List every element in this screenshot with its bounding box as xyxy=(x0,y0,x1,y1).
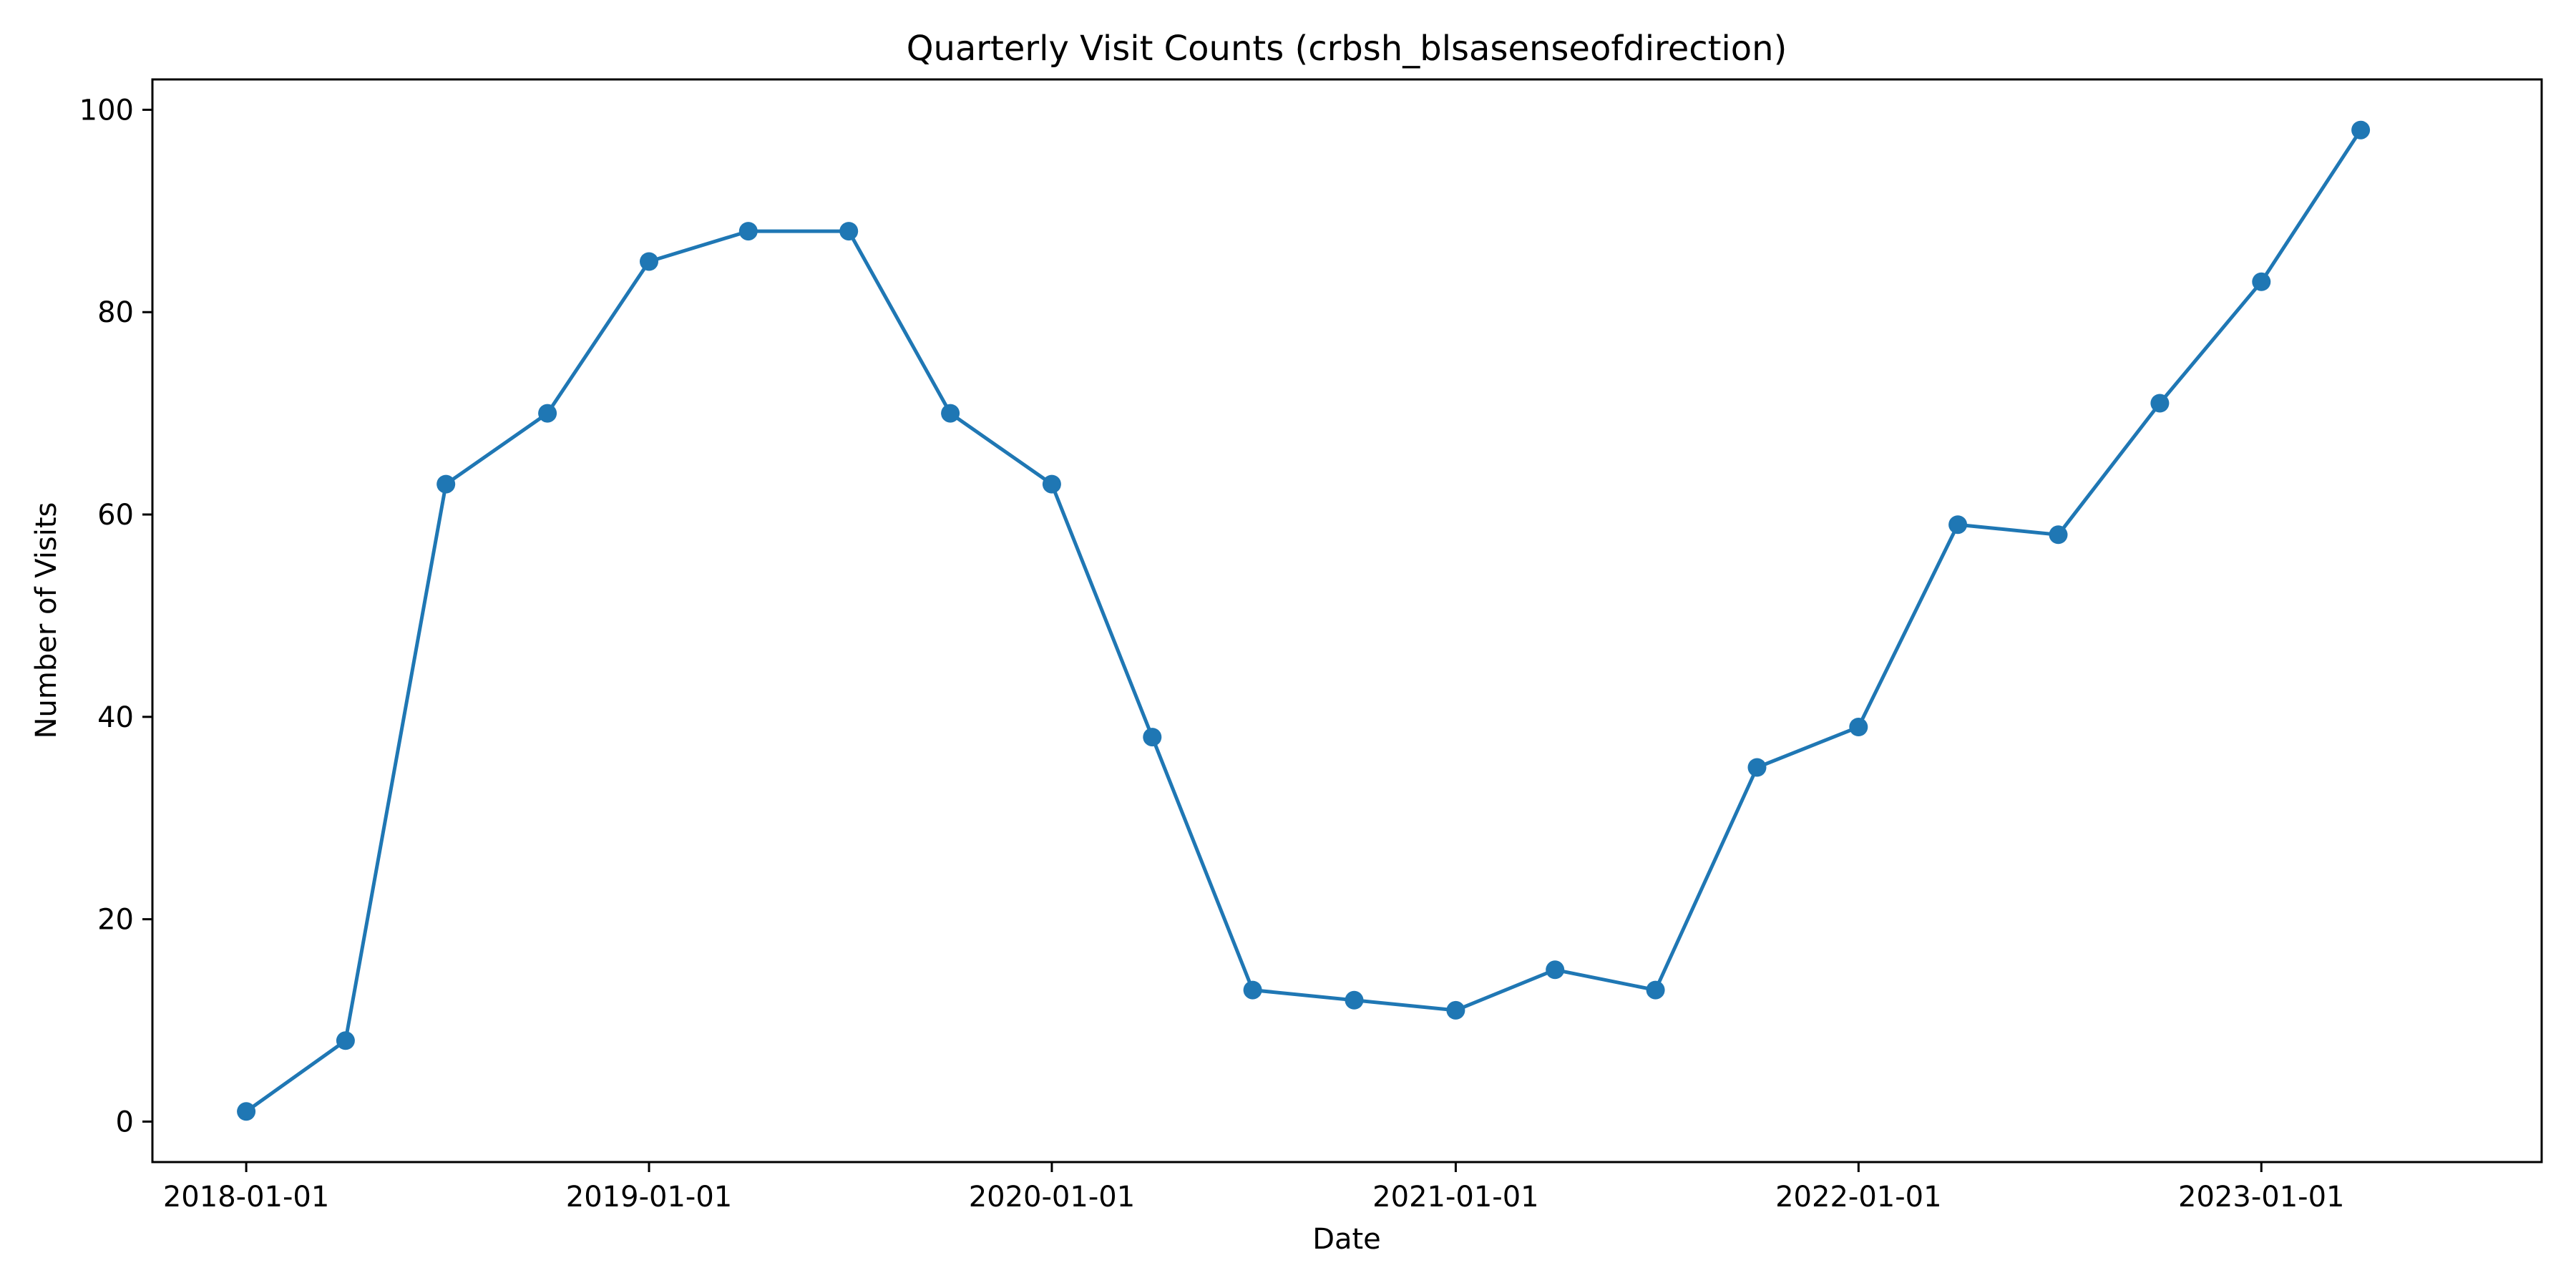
y-axis-label: Number of Visits xyxy=(30,502,63,739)
data-point xyxy=(2351,120,2371,140)
data-point xyxy=(2252,272,2271,291)
data-point xyxy=(1345,990,1364,1010)
x-tick-label: 2018-01-01 xyxy=(163,1181,329,1214)
data-point xyxy=(1646,980,1665,1000)
x-tick-label: 2022-01-01 xyxy=(1775,1181,1941,1214)
data-point xyxy=(2150,394,2170,413)
y-tick-label: 20 xyxy=(97,904,134,937)
x-axis: 2018-01-01 2019-01-01 2020-01-01 2021-01-01… xyxy=(163,1162,2344,1214)
data-point xyxy=(1546,960,1565,980)
chart-title: Quarterly Visit Counts (crbsh_blsasenseo… xyxy=(907,29,1787,69)
data-point xyxy=(237,1102,256,1121)
data-point xyxy=(1948,515,1968,535)
series-line xyxy=(244,128,2363,1113)
data-point xyxy=(436,474,456,494)
x-axis-label: Date xyxy=(1312,1223,1381,1256)
data-point xyxy=(1143,728,1162,747)
data-point xyxy=(1849,718,1868,736)
y-tick-label: 100 xyxy=(79,94,134,127)
x-tick-label: 2021-01-01 xyxy=(1372,1181,1538,1214)
data-point xyxy=(2049,525,2068,545)
x-tick-label: 2019-01-01 xyxy=(566,1181,732,1214)
x-tick-label: 2020-01-01 xyxy=(969,1181,1135,1214)
y-tick-label: 40 xyxy=(97,701,134,734)
data-point xyxy=(1243,980,1262,1000)
data-point xyxy=(1042,474,1061,494)
plot-frame xyxy=(151,78,2543,1163)
data-point xyxy=(640,252,658,271)
data-point xyxy=(336,1031,355,1050)
data-point xyxy=(1747,758,1767,777)
data-point xyxy=(941,404,960,423)
data-point xyxy=(738,222,758,241)
y-tick-label: 80 xyxy=(97,296,134,329)
y-tick-label: 0 xyxy=(116,1106,134,1138)
data-point xyxy=(1446,1000,1465,1020)
series-layer xyxy=(237,120,2371,1121)
y-tick-label: 60 xyxy=(97,499,134,532)
data-point xyxy=(538,404,557,423)
y-axis: 0 20 40 60 80 100 xyxy=(79,94,152,1138)
x-tick-label: 2023-01-01 xyxy=(2178,1181,2344,1214)
data-point xyxy=(839,222,859,241)
